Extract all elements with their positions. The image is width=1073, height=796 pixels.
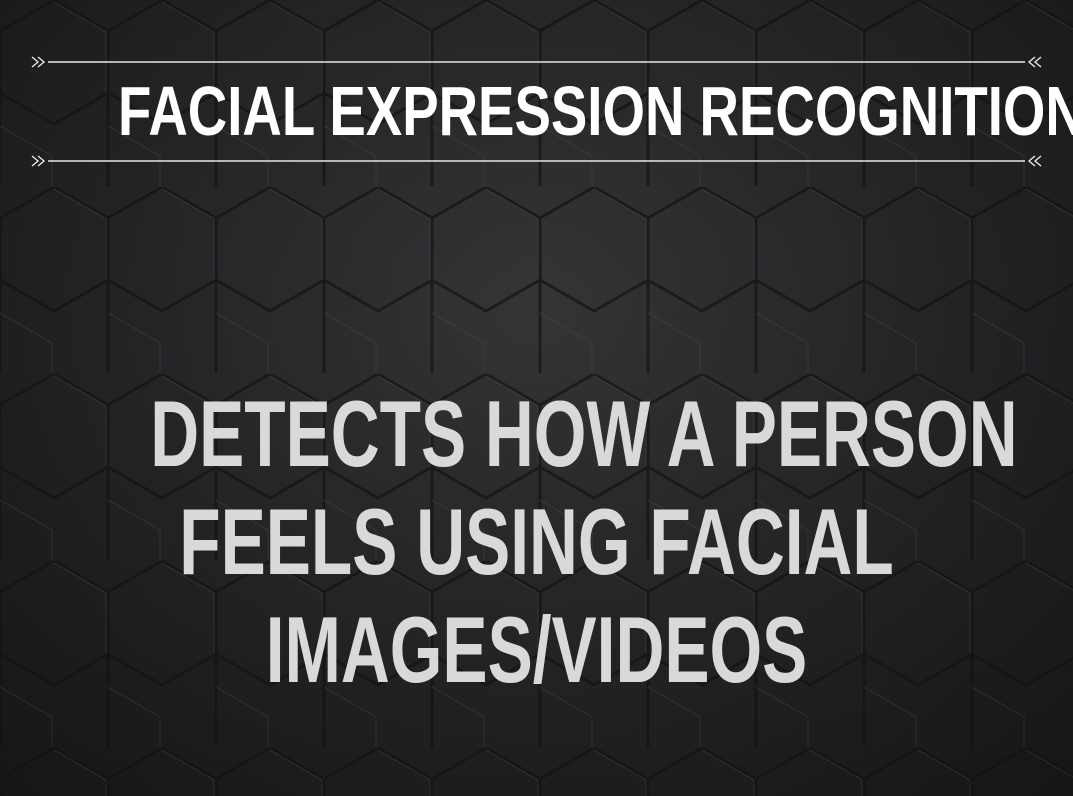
bottom-ornament-rule xyxy=(31,155,1042,167)
slide-body-text: DETECTS HOW A PERSON FEELS USING FACIAL … xyxy=(150,380,1018,704)
slide-title: FACIAL EXPRESSION RECOGNITION xyxy=(118,72,1073,150)
body-line: FEELS USING FACIAL xyxy=(179,489,894,594)
top-ornament-rule xyxy=(31,56,1042,68)
body-line: IMAGES/VIDEOS xyxy=(265,597,808,702)
body-line: DETECTS HOW A PERSON xyxy=(150,381,1018,486)
